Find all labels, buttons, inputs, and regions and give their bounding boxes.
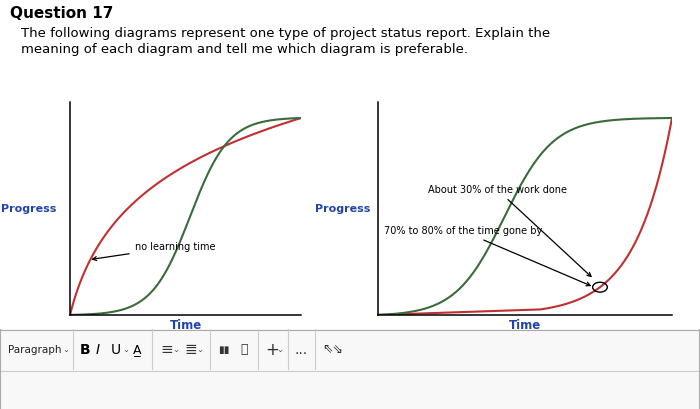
Text: no learning time: no learning time — [92, 242, 215, 261]
Text: +: + — [265, 341, 279, 359]
Text: ≡: ≡ — [160, 342, 173, 357]
Text: I: I — [96, 343, 100, 357]
X-axis label: Time: Time — [509, 319, 541, 332]
Text: ⛓: ⛓ — [240, 344, 248, 357]
Text: ≣: ≣ — [184, 342, 197, 357]
X-axis label: Time: Time — [169, 319, 202, 332]
Text: About 30% of the work done: About 30% of the work done — [428, 185, 591, 276]
Text: ⌄: ⌄ — [172, 346, 179, 355]
Text: B: B — [80, 343, 90, 357]
Text: ▮▮: ▮▮ — [218, 345, 230, 355]
Y-axis label: Progress: Progress — [1, 204, 56, 213]
Text: ⌄: ⌄ — [62, 346, 69, 355]
Text: ⌄: ⌄ — [276, 346, 283, 355]
Text: meaning of each diagram and tell me which diagram is preferable.: meaning of each diagram and tell me whic… — [21, 43, 468, 56]
Text: ...: ... — [295, 343, 308, 357]
Text: ⌄: ⌄ — [196, 346, 203, 355]
Text: ⌄: ⌄ — [122, 346, 129, 355]
Text: 70% to 80% of the time gone by: 70% to 80% of the time gone by — [384, 226, 590, 286]
Text: U: U — [111, 343, 121, 357]
Text: Paragraph: Paragraph — [8, 345, 62, 355]
Text: Question 17: Question 17 — [10, 6, 114, 21]
Y-axis label: Progress: Progress — [315, 204, 370, 213]
Text: A̲̲: A̲̲ — [133, 344, 141, 357]
Text: ⇖⇘: ⇖⇘ — [322, 344, 343, 357]
Text: The following diagrams represent one type of project status report. Explain the: The following diagrams represent one typ… — [21, 27, 550, 40]
